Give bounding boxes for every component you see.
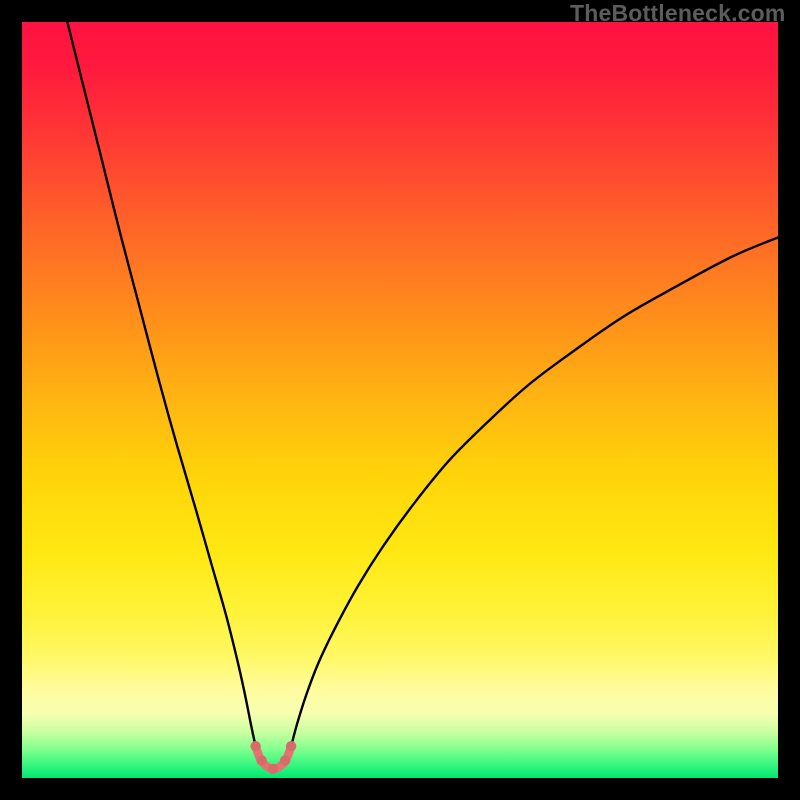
trough-dot bbox=[286, 741, 296, 751]
chart-frame bbox=[0, 0, 800, 800]
trough-dot bbox=[268, 764, 278, 774]
chart-background bbox=[22, 22, 778, 778]
watermark-label: TheBottleneck.com bbox=[570, 0, 786, 27]
trough-dot bbox=[256, 755, 266, 765]
trough-dot bbox=[250, 741, 260, 751]
trough-dot bbox=[280, 755, 290, 765]
bottleneck-curve-chart bbox=[22, 22, 778, 778]
